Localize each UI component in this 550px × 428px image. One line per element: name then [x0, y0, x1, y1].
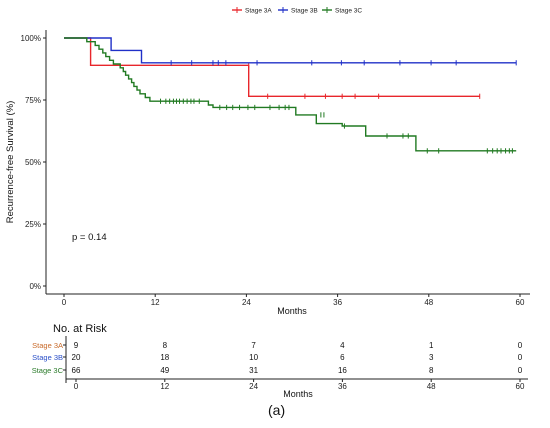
y-tick-label: 50%: [25, 158, 41, 167]
curve-stage-3a: [64, 37, 480, 97]
y-axis-label: Recurrence-free Survival (%): [5, 101, 16, 223]
x-tick-label: 36: [333, 298, 342, 307]
survival-curves: [64, 37, 517, 154]
risk-count: 1: [429, 341, 434, 350]
risk-count: 0: [518, 366, 523, 375]
risk-x-tick-label: 36: [338, 382, 347, 391]
risk-count: 0: [518, 353, 523, 362]
legend-item: Stage 3B: [278, 7, 318, 15]
x-tick-label: 60: [516, 298, 525, 307]
x-tick-label: 0: [62, 298, 67, 307]
risk-x-tick-label: 48: [427, 382, 436, 391]
risk-count: 49: [160, 366, 169, 375]
p-value-annotation: p = 0.14: [72, 232, 107, 243]
risk-count: 0: [518, 341, 523, 350]
risk-row: Stage 3B 20 18 10 6 3 0: [32, 353, 523, 362]
risk-row-label: Stage 3C: [32, 366, 64, 375]
risk-x-tick-label: 24: [249, 382, 258, 391]
risk-count: 9: [74, 341, 79, 350]
x-axis-label: Months: [277, 306, 307, 316]
y-tick-label: 100%: [21, 34, 41, 43]
risk-table-x-label: Months: [283, 389, 313, 399]
risk-count: 8: [163, 341, 168, 350]
y-tick-label: 25%: [25, 220, 41, 229]
risk-count: 7: [251, 341, 256, 350]
risk-row-label: Stage 3A: [32, 341, 63, 350]
legend-item: Stage 3A: [232, 7, 272, 15]
y-tick-label: 75%: [25, 96, 41, 105]
risk-count: 6: [340, 353, 345, 362]
risk-count: 3: [429, 353, 434, 362]
y-ticks: 0% 25% 50% 75% 100%: [21, 34, 46, 291]
x-tick-label: 48: [424, 298, 433, 307]
risk-table-title: No. at Risk: [53, 323, 107, 335]
risk-count: 4: [340, 341, 345, 350]
risk-x-tick-label: 0: [74, 382, 79, 391]
series-stage-3c: [64, 37, 517, 154]
series-stage-3b: [64, 37, 517, 66]
risk-count: 8: [429, 366, 434, 375]
legend-label: Stage 3C: [335, 8, 362, 15]
risk-x-tick-label: 12: [160, 382, 169, 391]
curve-stage-3c: [64, 37, 517, 152]
risk-count: 18: [160, 353, 169, 362]
x-ticks: 0 12 24 36 48 60: [62, 294, 525, 307]
risk-count: 10: [249, 353, 258, 362]
risk-row: Stage 3C 66 49 31 16 8 0: [32, 366, 523, 375]
risk-count: 16: [338, 366, 347, 375]
x-tick-label: 12: [151, 298, 160, 307]
legend-label: Stage 3A: [245, 8, 272, 15]
risk-count: 20: [72, 353, 81, 362]
risk-x-tick-label: 60: [516, 382, 525, 391]
survival-plot: 0% 25% 50% 75% 100% 0 12 24 36 48 60 Recurrence-f…: [5, 30, 530, 316]
legend: Stage 3A Stage 3B Stage 3C: [232, 7, 362, 15]
curve-stage-3b: [64, 37, 517, 64]
legend-label: Stage 3B: [291, 8, 318, 15]
legend-item: Stage 3C: [322, 7, 362, 15]
series-stage-3a: [64, 37, 481, 99]
risk-table-x-ticks: 0 12 24 36 48 60: [74, 379, 525, 391]
y-tick-label: 0%: [29, 282, 41, 291]
x-tick-label: 24: [242, 298, 251, 307]
figure-label: (a): [268, 402, 285, 418]
risk-count: 66: [72, 366, 81, 375]
risk-row-label: Stage 3B: [32, 353, 63, 362]
risk-count: 31: [249, 366, 258, 375]
risk-row: Stage 3A 9 8 7 4 1 0: [32, 341, 523, 350]
